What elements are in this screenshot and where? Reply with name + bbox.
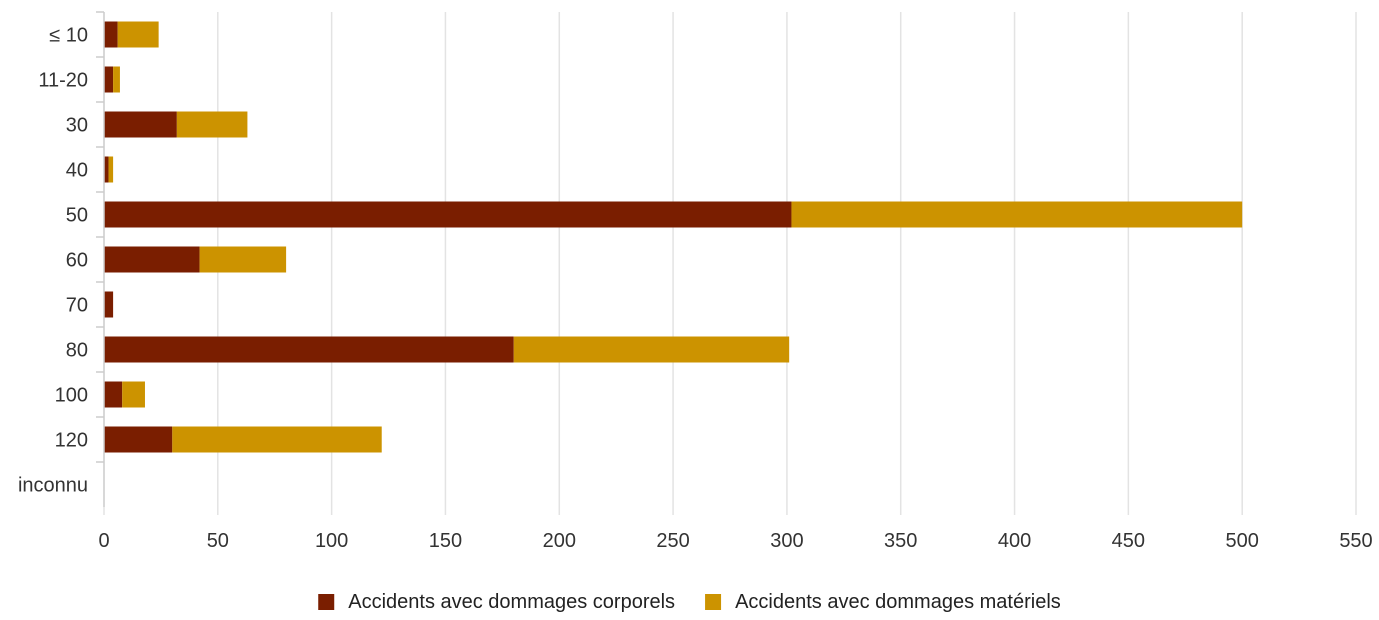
bar-series-2	[172, 426, 382, 453]
bar-layer	[104, 21, 1243, 453]
axis-layer: 0 50 100 150 200 250 300 350 400 450 500 550 ≤ 10 11-…	[18, 11, 1373, 552]
bar-series-2	[113, 66, 120, 93]
x-tick-label: 100	[315, 530, 348, 552]
bar-series-2	[108, 156, 114, 183]
grid-layer	[103, 12, 1357, 515]
bar-series-1	[104, 336, 514, 363]
legend-item-1: Accidents avec dommages corporels	[318, 591, 675, 613]
y-tick-label: 30	[66, 115, 88, 137]
bar-series-1	[104, 201, 792, 228]
bar-series-2	[513, 336, 790, 363]
legend-swatch	[705, 594, 722, 610]
bar-series-1	[104, 111, 177, 138]
legend-swatch	[318, 594, 335, 610]
y-tick-label: 11-20	[38, 70, 88, 92]
y-tick-label: 120	[55, 430, 88, 452]
bar-series-1	[104, 246, 200, 273]
bar-series-2	[199, 246, 287, 273]
bar-series-1	[104, 426, 173, 453]
bar-series-2	[176, 111, 248, 138]
y-tick-label: 100	[55, 385, 88, 407]
x-tick-label: 50	[207, 530, 229, 552]
bar-series-1	[104, 381, 123, 408]
bar-series-1	[104, 21, 118, 48]
x-tick-label: 150	[429, 530, 462, 552]
bar-series-1	[104, 66, 114, 93]
x-tick-label: 250	[656, 530, 689, 552]
x-tick-label: 0	[98, 530, 109, 552]
bar-series-1	[104, 156, 109, 183]
legend: Accidents avec dommages corporels Acciden…	[318, 591, 1061, 613]
y-tick-label: 40	[66, 160, 88, 182]
y-tick-label: inconnu	[18, 475, 88, 497]
bar-series-2	[122, 381, 145, 408]
bar-series-2	[117, 21, 159, 48]
y-tick-label: 70	[66, 295, 88, 317]
bar-series-1	[104, 291, 114, 318]
legend-item-2: Accidents avec dommages matériels	[705, 591, 1061, 613]
x-tick-label: 450	[1112, 530, 1145, 552]
x-tick-label: 400	[998, 530, 1031, 552]
x-tick-label: 200	[543, 530, 576, 552]
x-tick-label: 500	[1225, 530, 1258, 552]
y-tick-label: ≤ 10	[49, 25, 88, 47]
x-tick-label: 350	[884, 530, 917, 552]
x-tick-label: 550	[1339, 530, 1372, 552]
legend-label: Accidents avec dommages corporels	[348, 591, 675, 613]
x-tick-label: 300	[770, 530, 803, 552]
bar-series-2	[791, 201, 1243, 228]
y-tick-label: 80	[66, 340, 88, 362]
y-tick-label: 50	[66, 205, 88, 227]
y-tick-label: 60	[66, 250, 88, 272]
legend-label: Accidents avec dommages matériels	[735, 591, 1061, 613]
